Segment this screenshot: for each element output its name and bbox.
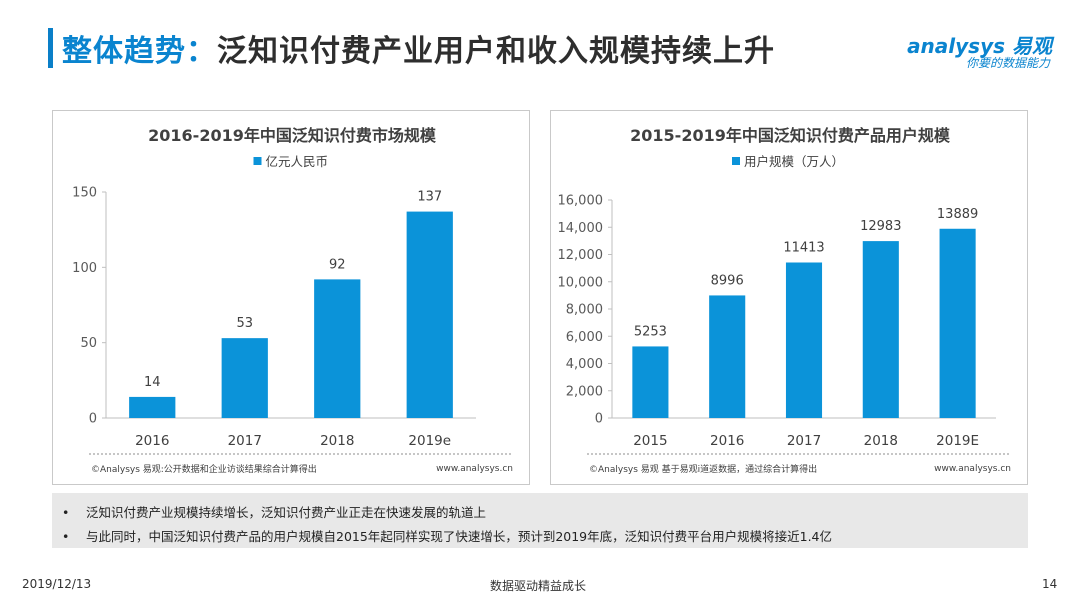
bar [939,228,976,418]
data-label: 14 [144,375,161,390]
bar [785,262,823,418]
data-label: 137 [417,190,442,205]
x-tick-label: 2019E [936,433,979,449]
y-tick-label: 8,000 [566,303,603,318]
x-tick-label: 2015 [633,433,667,449]
chart-title: 2015-2019年中国泛知识付费产品用户规模 [630,126,951,145]
source-website: www.analysys.cn [436,464,513,474]
summary-notes: • 泛知识付费产业规模持续增长，泛知识付费产业正走在快速发展的轨道上 • 与此同时，… [52,493,1028,548]
page-title: 整体趋势：泛知识付费产业用户和收入规模持续上升 [62,26,775,70]
x-tick-label: 2016 [710,433,744,449]
legend-swatch [732,157,740,165]
data-label: 12983 [860,219,901,234]
note-text: 泛知识付费产业规模持续增长，泛知识付费产业正走在快速发展的轨道上 [86,505,487,520]
title-accent-bar [48,28,53,68]
source-website: www.analysys.cn [934,464,1011,474]
note-text: 与此同时，中国泛知识付费产品的用户规模自2015年起同样实现了快速增长，预计到2… [86,529,833,544]
bar [709,295,746,418]
data-label: 53 [236,316,253,331]
y-tick-label: 0 [595,412,603,427]
source-note: ©Analysys 易观:公开数据和企业访谈结果综合计算得出 [91,463,317,475]
bar [314,279,361,418]
legend-label: 用户规模（万人） [744,154,844,169]
y-tick-label: 12,000 [558,248,604,263]
bar [129,396,176,418]
legend-swatch [253,157,262,165]
logo-wordmark: analysys 易观 [907,34,1052,58]
user-scale-chart-panel: 2015-2019年中国泛知识付费产品用户规模用户规模（万人） 0 2,000 4,0… [550,110,1028,485]
y-tick-label: 150 [72,186,97,201]
y-tick-label: 50 [80,336,97,351]
y-tick-label: 14,000 [558,221,604,236]
data-label: 8996 [711,273,744,288]
x-tick-label: 2019e [408,433,451,449]
logo-tagline: 你要的数据能力 [965,56,1050,70]
legend-label: 亿元人民币 [266,154,329,169]
data-label: 5253 [634,324,667,339]
x-tick-label: 2017 [787,433,821,449]
data-label: 13889 [937,207,978,222]
page-number: 14 [1042,577,1058,591]
data-label: 92 [329,257,346,272]
y-tick-label: 0 [89,412,97,427]
note-item: • 泛知识付费产业规模持续增长，泛知识付费产业正走在快速发展的轨道上 [62,502,486,521]
y-tick-label: 6,000 [566,330,603,345]
y-tick-label: 4,000 [566,357,603,372]
bar [862,241,899,418]
bar [632,346,669,418]
x-tick-label: 2018 [864,433,898,449]
data-label: 11413 [783,240,824,255]
page-title-rest: 泛知识付费产业用户和收入规模持续上升 [217,34,775,69]
source-note: ©Analysys 易观 基于易观i道返数据，通过综合计算得出 [589,463,817,475]
x-tick-label: 2016 [135,433,169,449]
footer-date: 2019/12/13 [22,577,92,591]
y-tick-label: 10,000 [558,275,604,290]
x-tick-label: 2017 [228,433,262,449]
analysys-logo: analysys 易观 你要的数据能力 [907,30,1052,72]
y-tick-label: 16,000 [558,194,604,209]
note-item: • 与此同时，中国泛知识付费产品的用户规模自2015年起同样实现了快速增长，预计到… [62,526,832,545]
x-tick-label: 2018 [320,433,354,449]
bullet-icon: • [62,529,70,544]
footer-slogan: 数据驱动精益成长 [490,579,587,593]
chart-title: 2016-2019年中国泛知识付费市场规模 [148,126,437,145]
market-size-chart-panel: 2016-2019年中国泛知识付费市场规模亿元人民币 0 50 100 150 14 201… [52,110,530,485]
bar [221,338,268,418]
y-tick-label: 2,000 [566,384,603,399]
y-tick-label: 100 [72,261,97,276]
bar [406,211,453,418]
bullet-icon: • [62,505,70,520]
page-title-highlight: 整体趋势： [62,34,217,69]
